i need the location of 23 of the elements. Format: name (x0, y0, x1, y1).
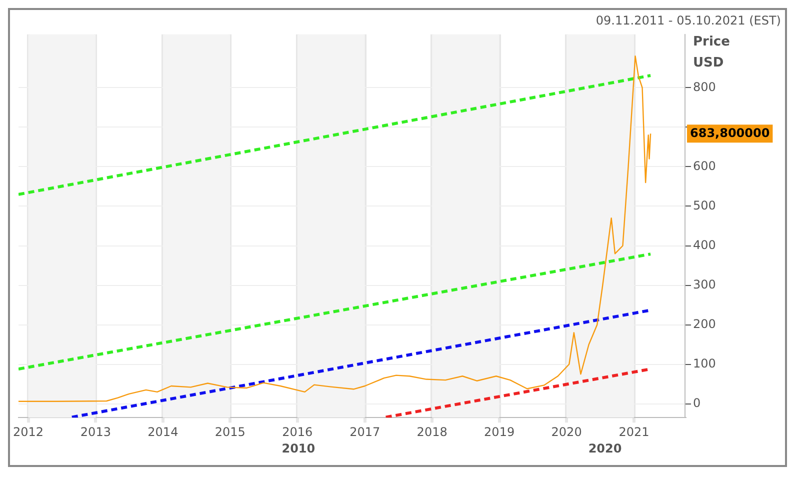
x-tick-label: 2013 (80, 424, 111, 439)
y-tick-label: 300 (693, 277, 716, 292)
text: 683,800000 (690, 126, 770, 140)
x-tick-label: 2017 (350, 424, 380, 439)
y-tick-label: 200 (693, 316, 716, 331)
y-tick-label: 600 (693, 158, 716, 173)
y-tick-label: 0 (693, 396, 701, 410)
text: 2020 (588, 442, 622, 456)
x-tick-label: 2012 (12, 424, 44, 439)
y-tick-label: 400 (693, 238, 716, 252)
x-tick-label: 2015 (214, 424, 246, 439)
x-tick-label: 2019 (484, 424, 515, 439)
y-tick-label: 800 (693, 80, 716, 94)
x-tick-label: 2021 (618, 424, 650, 439)
x-tick-label: 2020 (551, 424, 582, 439)
x-tick-label: 2014 (148, 424, 178, 439)
y-tick-label: 100 (693, 356, 716, 370)
y-axis-title: Price USD (693, 34, 730, 70)
x-tick-label: 2016 (282, 424, 313, 439)
text: 2010 (282, 442, 316, 456)
x-tick-label: 2018 (416, 424, 448, 439)
y-tick-label: 500 (693, 198, 716, 212)
chart-subtitle: 09.11.2011 - 05.10.2021 (EST) (596, 13, 781, 28)
